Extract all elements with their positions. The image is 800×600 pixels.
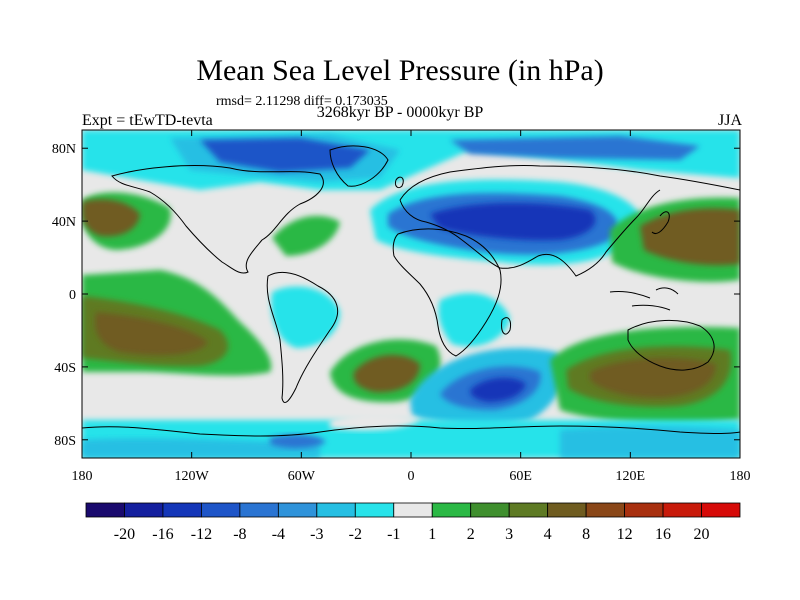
australia-outline xyxy=(627,319,715,371)
antarctic-low-core xyxy=(270,434,326,449)
lon-tick-label: 0 xyxy=(408,469,415,484)
madagascar-outline xyxy=(501,317,511,335)
lat-tick-label: 80N xyxy=(52,142,76,157)
eurasia-outline xyxy=(399,164,740,277)
arctic-low-east xyxy=(450,136,700,160)
colorbar-swatch xyxy=(585,502,625,518)
colorbar-label: -16 xyxy=(152,526,173,543)
wpacific-high-core xyxy=(640,208,740,266)
lat-tick-label: 40S xyxy=(54,361,76,376)
colorbar-label: 8 xyxy=(582,526,590,543)
africa-outline xyxy=(392,228,502,357)
arctic-low-core xyxy=(200,138,370,172)
colorbar-label: -4 xyxy=(272,526,285,543)
colorbar-label: -3 xyxy=(310,526,323,543)
colorbar: -20 -16 -12 -8 -4 -3 -2 -1 1 2 3 4 8 12 16 20 xyxy=(85,502,741,543)
satlantic-high-core xyxy=(353,354,420,393)
colorbar-label: 2 xyxy=(467,526,475,543)
colorbar-swatch xyxy=(547,502,587,518)
lon-tick-label: 120E xyxy=(616,469,646,484)
lon-tick-label: 60W xyxy=(288,469,316,484)
lat-tick-label: 40N xyxy=(52,215,76,230)
uk-outline xyxy=(395,176,404,189)
period-label: 3268kyr BP - 0000kyr BP xyxy=(316,104,484,121)
greenland-outline xyxy=(329,145,389,187)
eurasia-low-core xyxy=(430,202,596,241)
colorbar-swatch xyxy=(85,502,125,518)
safrica-low xyxy=(438,293,510,347)
lat-tick-label: 80S xyxy=(54,434,76,449)
colorbar-swatch xyxy=(162,502,202,518)
australia-high-core xyxy=(590,357,716,398)
lon-tick-label: 120W xyxy=(175,469,210,484)
colorbar-label: 20 xyxy=(694,526,710,543)
sindian-low-core xyxy=(470,377,526,402)
colorbar-swatch xyxy=(354,502,395,518)
colorbar-label: 3 xyxy=(505,526,513,543)
lon-tick-label: 60E xyxy=(509,469,532,484)
colorbar-swatch xyxy=(431,502,472,518)
colorbar-label: -8 xyxy=(233,526,246,543)
colorbar-swatch xyxy=(393,502,433,518)
colorbar-label: 12 xyxy=(617,526,633,543)
spacific-high-core xyxy=(95,312,208,356)
pressure-field xyxy=(82,130,740,458)
experiment-label: Expt = tEwTD-tevta xyxy=(82,112,213,129)
plot-title: Mean Sea Level Pressure (in hPa) xyxy=(196,54,604,87)
stats-text: rmsd= 2.11298 diff= 0.173035 xyxy=(216,94,388,109)
colorbar-label: -1 xyxy=(387,526,400,543)
coastlines xyxy=(82,145,740,437)
japan-outline xyxy=(651,211,670,235)
colorbar-swatch xyxy=(316,502,356,518)
lat-tick-label: 0 xyxy=(69,288,76,303)
atlantic-high xyxy=(272,215,340,256)
lon-tick-label: 180 xyxy=(730,469,751,484)
south-america-outline xyxy=(266,271,339,403)
colorbar-swatch xyxy=(701,502,741,518)
colorbar-swatch xyxy=(624,502,664,518)
colorbar-swatch xyxy=(470,502,510,518)
antarctic-low-west xyxy=(82,438,320,458)
colorbar-swatch xyxy=(201,502,241,518)
colorbar-label: 4 xyxy=(544,526,552,543)
antarctica-outline xyxy=(82,425,740,437)
season-label: JJA xyxy=(717,112,742,129)
lon-tick-label: 180 xyxy=(72,469,93,484)
colorbar-label: 16 xyxy=(655,526,671,543)
colorbar-swatch xyxy=(277,502,318,518)
samerica-low xyxy=(271,286,340,348)
npacific-high-core xyxy=(82,199,140,237)
antarctic-low-east xyxy=(560,426,740,458)
colorbar-swatch xyxy=(508,502,549,518)
colorbar-label: -20 xyxy=(114,526,135,543)
colorbar-label: -2 xyxy=(349,526,362,543)
colorbar-label: 1 xyxy=(428,526,436,543)
indonesia-outline xyxy=(609,287,679,311)
colorbar-label: -12 xyxy=(191,526,212,543)
north-america-outline xyxy=(111,165,324,274)
colorbar-swatch xyxy=(124,502,164,518)
colorbar-swatch xyxy=(662,502,702,518)
latitude-axis: 80N 40N 0 40S 80S xyxy=(52,142,740,449)
longitude-axis: 180 120W 60W 0 60E 120E 180 xyxy=(72,130,751,484)
colorbar-swatch xyxy=(239,502,279,518)
